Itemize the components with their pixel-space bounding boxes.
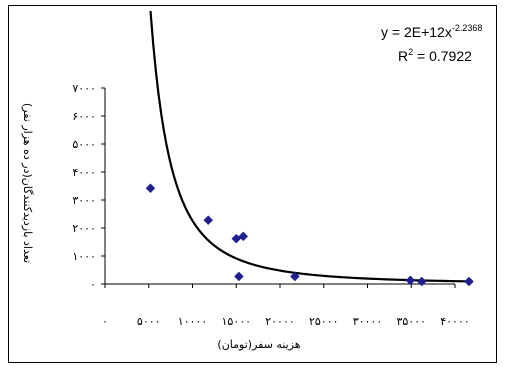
r-squared-label: R2 = 0.7922	[398, 47, 472, 64]
equation-main: y = 2E+12x	[381, 24, 452, 40]
x-tick-label: ۰	[102, 315, 108, 328]
data-point	[145, 183, 156, 194]
y-axis-title: تعداد بازدیدکنندگان(در ده هزار نفر)	[21, 103, 34, 263]
y-tick-label: ۰	[90, 278, 96, 291]
data-point	[203, 215, 214, 226]
data-point	[238, 231, 249, 242]
y-tick-label: ۱۰۰۰	[72, 250, 96, 263]
x-tick-label: ۳۰۰۰۰	[353, 315, 383, 328]
y-tick-label: ۴۰۰۰	[72, 166, 96, 179]
y-tick-label: ۶۰۰۰	[72, 110, 96, 123]
chart-frame	[8, 5, 497, 363]
y-tick-label: ۵۰۰۰	[72, 138, 96, 151]
x-tick-label: ۲۵۰۰۰	[309, 315, 339, 328]
data-points	[145, 183, 474, 287]
y-tick-label: ۳۰۰۰	[72, 194, 96, 207]
power-trendline	[149, 10, 470, 283]
x-tick-label: ۲۰۰۰۰	[265, 315, 295, 328]
data-point	[416, 276, 427, 287]
data-point	[290, 271, 300, 282]
data-point	[405, 275, 416, 286]
trendline-equation: y = 2E+12x-2.2368	[381, 23, 482, 40]
x-tick-label: ۱۰۰۰۰	[178, 315, 208, 328]
x-tick-label: ۳۵۰۰۰	[396, 315, 426, 328]
r2-symbol: R	[398, 48, 408, 64]
tick-labels: ۰ ۱۰۰۰ ۲۰۰۰ ۳۰۰۰ ۴۰۰۰ ۵۰۰۰ ۶۰۰۰ ۷۰۰۰ ۰ ۵۰۰۰ ۱۰۰۰۰ ۱…	[72, 82, 469, 328]
x-tick-label: ۱۵۰۰۰	[221, 315, 251, 328]
x-tick-label: ۴۰۰۰۰	[440, 315, 470, 328]
r2-superscript: 2	[408, 47, 413, 57]
y-tick-label: ۷۰۰۰	[72, 82, 96, 95]
chart-axes	[101, 87, 456, 288]
x-tick-label: ۵۰۰۰	[137, 315, 161, 328]
data-point	[464, 276, 474, 287]
x-axis-title: هزینه سفر(تومان)	[217, 338, 300, 351]
r2-value: = 0.7922	[413, 48, 472, 64]
y-tick-label: ۲۰۰۰	[72, 222, 96, 235]
equation-exponent: -2.2368	[452, 23, 483, 33]
data-point	[234, 271, 244, 282]
